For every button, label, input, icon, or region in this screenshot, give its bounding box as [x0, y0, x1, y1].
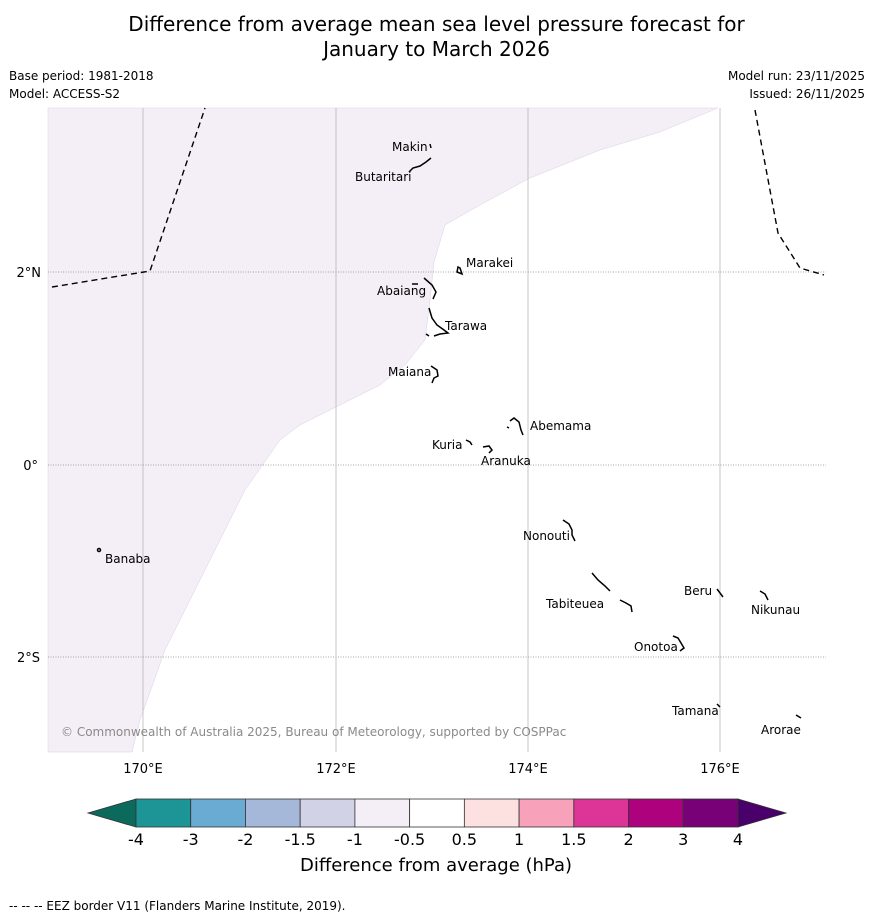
island-shape-makin — [429, 143, 432, 149]
colorbar-over-arrow — [737, 798, 788, 828]
island-shape-onotoa — [672, 635, 685, 652]
longitude-gridlines — [142, 108, 721, 752]
lat-label-0: 0° — [23, 459, 38, 474]
label-abaiang: Abaiang — [377, 284, 426, 298]
lon-label-174e: 174°E — [508, 762, 548, 777]
label-maiana: Maiana — [388, 365, 431, 379]
colorbar: -4 -3 -2 -1.5 -1 -0.5 0.5 1 1.5 2 3 4 Difference fr… — [86, 798, 788, 876]
eez-border-west — [51, 107, 206, 288]
label-kuria: Kuria — [432, 438, 463, 452]
island-labels: Makin Butaritari Marakei Abaiang Tarawa … — [105, 140, 801, 737]
island-shape-arorae — [795, 714, 802, 719]
label-nonouti: Nonouti — [523, 529, 570, 543]
label-beru: Beru — [684, 584, 712, 598]
footnote: -- -- -- EEZ border V11 (Flanders Marine… — [9, 899, 346, 913]
island-shape-nonouti — [562, 519, 576, 542]
colorbar-tick-label: 1.5 — [561, 830, 586, 849]
model-name: Model: ACCESS-S2 — [9, 87, 121, 101]
colorbar-cell — [299, 798, 356, 828]
label-banaba: Banaba — [105, 552, 151, 566]
colorbar-tick-label: 1 — [514, 830, 524, 849]
shaded-region — [47, 107, 719, 753]
colorbar-cell — [245, 798, 301, 828]
colorbar-tick-label: -0.5 — [394, 830, 425, 849]
island-shape-butaritari — [408, 157, 432, 173]
label-butaritari: Butaritari — [355, 170, 412, 184]
colorbar-cell — [135, 798, 192, 828]
colorbar-tick-label: -1.5 — [285, 830, 316, 849]
meta-right: Model run: 23/11/2025 Issued: 26/11/2025 — [728, 67, 865, 103]
lat-label-2n: 2°N — [17, 266, 42, 281]
colorbar-cell — [573, 798, 629, 828]
label-marakei: Marakei — [466, 256, 513, 270]
colorbar-under-arrow — [86, 798, 137, 828]
issued-date: Issued: 26/11/2025 — [749, 87, 865, 101]
colorbar-tick-label: -1 — [347, 830, 363, 849]
model-run: Model run: 23/11/2025 — [727, 69, 865, 83]
axis-labels: 170°E 172°E 174°E 176°E 2°N 0° 2°S — [17, 266, 740, 777]
colorbar-title: Difference from average (hPa) — [300, 855, 572, 876]
label-tarawa: Tarawa — [444, 319, 487, 333]
colorbar-cells — [135, 798, 739, 828]
island-shape-beru — [716, 588, 724, 598]
colorbar-cell — [463, 798, 520, 828]
lon-label-176e: 176°E — [700, 762, 740, 777]
island-outlines — [96, 143, 802, 719]
meta-left: Base period: 1981-2018 Model: ACCESS-S2 — [9, 67, 154, 103]
colorbar-cell — [518, 798, 575, 828]
colorbar-tick-label: -4 — [128, 830, 144, 849]
colorbar-cell — [682, 798, 739, 828]
island-shape-aranuka — [482, 445, 493, 454]
label-aranuka: Aranuka — [481, 454, 531, 468]
label-arorae: Arorae — [761, 723, 801, 737]
colorbar-tick-label: 2 — [623, 830, 633, 849]
island-shape-kuria — [465, 439, 473, 446]
lon-label-172e: 172°E — [316, 762, 356, 777]
island-shape-abemama — [506, 417, 524, 436]
island-shape-nikunau — [759, 590, 769, 601]
colorbar-ticks: -4 -3 -2 -1.5 -1 -0.5 0.5 1 1.5 2 3 4 — [128, 830, 743, 849]
island-shape-maiana — [430, 365, 439, 384]
title-line-2: January to March 2026 — [323, 37, 550, 61]
colorbar-cell — [190, 798, 246, 828]
island-shape-tarawa — [425, 307, 450, 337]
label-tamana: Tamana — [671, 704, 719, 718]
label-abemama: Abemama — [530, 419, 591, 433]
colorbar-tick-label: 4 — [733, 830, 743, 849]
label-onotoa: Onotoa — [634, 640, 678, 654]
base-period: Base period: 1981-2018 — [9, 69, 154, 83]
colorbar-tick-label: -2 — [237, 830, 253, 849]
colorbar-tick-label: 3 — [678, 830, 688, 849]
lat-label-2s: 2°S — [17, 651, 40, 666]
label-nikunau: Nikunau — [751, 603, 800, 617]
island-shape-banaba — [96, 547, 102, 553]
island-shape-tamana — [716, 703, 721, 708]
colorbar-tick-label: -3 — [183, 830, 199, 849]
island-shape-abaiang — [412, 277, 437, 300]
island-shape-marakei — [456, 265, 464, 276]
island-shape-tabiteuea — [591, 572, 633, 613]
colorbar-cell — [628, 798, 684, 828]
chart-title: Difference from average mean sea level p… — [0, 12, 873, 62]
lon-label-170e: 170°E — [123, 762, 163, 777]
copyright-notice: © Commonwealth of Australia 2025, Bureau… — [61, 725, 566, 739]
eez-borders — [51, 107, 825, 288]
title-line-1: Difference from average mean sea level p… — [128, 12, 745, 36]
latitude-gridlines — [48, 271, 826, 658]
label-makin: Makin — [392, 140, 428, 154]
colorbar-tick-label: 0.5 — [452, 830, 477, 849]
eez-border-east — [754, 109, 825, 276]
colorbar-cell — [354, 798, 411, 828]
label-tabiteuea: Tabiteuea — [545, 597, 604, 611]
colorbar-cell — [409, 798, 465, 828]
